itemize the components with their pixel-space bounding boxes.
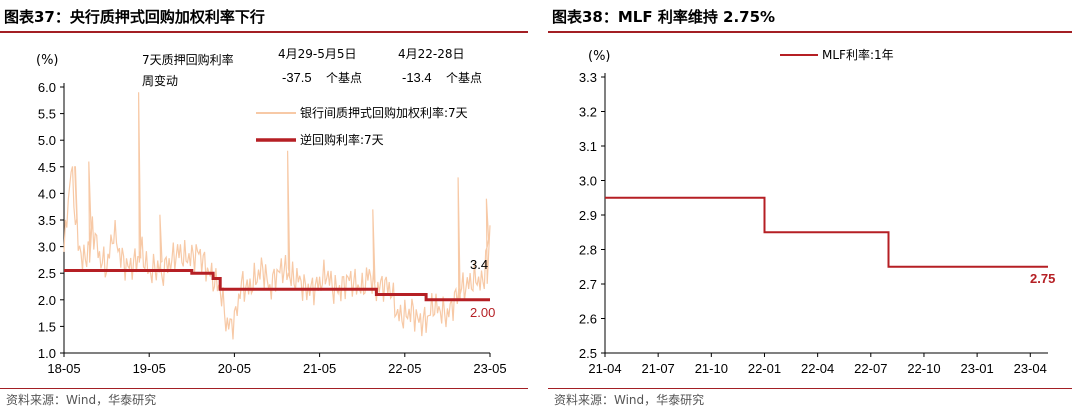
y-tick-label: 3.5 <box>38 213 56 228</box>
y-tick-label: 4.0 <box>38 186 56 201</box>
chart-title-text-left: 央行质押式回购加权利率下行 <box>69 8 265 26</box>
source-left: 资料来源：Wind，华泰研究 <box>6 393 157 407</box>
series-mlf-1y <box>605 196 1048 268</box>
x-tick-label: 23-04 <box>1014 361 1047 376</box>
info-label-line2: 周变动 <box>142 73 178 88</box>
y-axis-unit: (%) <box>36 53 59 68</box>
y-tick-label: 3.3 <box>579 70 597 85</box>
series-reverse-repo-7d <box>64 269 490 302</box>
chart-title-left: 图表37：央行质押式回购加权利率下行 <box>4 6 265 27</box>
y-tick-label: 4.5 <box>38 160 56 175</box>
chart-left-svg: (%) 1.0 1.5 2.0 2.5 3.0 3.5 4.0 4.5 5.0 5.5 6.0 18-0… <box>36 47 507 376</box>
legend-label-interbank: 银行间质押式回购加权利率:7天 <box>300 105 468 120</box>
x-tick-label: 21-10 <box>695 361 728 376</box>
legend-label-mlf: MLF利率:1年 <box>822 47 894 62</box>
x-tick-label: 22-04 <box>801 361 834 376</box>
info-period-1: 4月29-5月5日 <box>278 47 357 61</box>
y-tick-label: 1.0 <box>38 346 56 361</box>
x-tick-label: 21-04 <box>588 361 621 376</box>
y-tick-label: 2.6 <box>579 312 597 327</box>
y-tick-label: 3.2 <box>579 105 597 120</box>
bottom-rule-right <box>548 388 1072 389</box>
y-tick-label: 2.5 <box>579 346 597 361</box>
chart-title-text-right: MLF 利率维持 2.75% <box>617 8 776 26</box>
y-tick-label: 2.5 <box>38 266 56 281</box>
info-period-2: 4月22-28日 <box>398 47 465 61</box>
x-tick-label: 21-05 <box>303 361 336 376</box>
chart-panel-left: 图表37：央行质押式回购加权利率下行 (%) 1.0 1.5 2.0 2.5 3.0 3.5… <box>0 0 528 416</box>
end-label-mlf: 2.75 <box>1030 271 1055 286</box>
y-tick-label: 6.0 <box>38 80 56 95</box>
info-value-2: -13.4 <box>402 70 432 85</box>
y-tick-label: 2.8 <box>579 243 597 258</box>
x-tick-label: 22-01 <box>748 361 781 376</box>
title-rule-right <box>548 31 1072 33</box>
source-right: 资料来源：Wind，华泰研究 <box>554 393 705 407</box>
legend-label-reverse-repo: 逆回购利率:7天 <box>300 132 384 147</box>
x-tick-label: 22-05 <box>388 361 421 376</box>
x-tick-label: 22-07 <box>854 361 887 376</box>
x-tick-label: 23-01 <box>960 361 993 376</box>
y-tick-label: 1.5 <box>38 319 56 334</box>
chart-right-svg: (%) 2.5 2.6 2.7 2.8 2.9 3.0 3.1 3.2 3.3 21-04 21-07… <box>579 47 1055 376</box>
info-value-1: -37.5 <box>282 70 312 85</box>
title-rule-left <box>0 31 528 33</box>
end-label-reverse-repo: 2.00 <box>470 305 495 320</box>
y-tick-label: 3.0 <box>38 240 56 255</box>
figure-label-right: 图表38： <box>552 8 618 26</box>
y-tick-label: 2.7 <box>579 277 597 292</box>
x-tick-label: 22-10 <box>907 361 940 376</box>
y-tick-label: 5.5 <box>38 107 56 122</box>
bottom-rule-left <box>0 388 528 389</box>
x-tick-label: 19-05 <box>133 361 166 376</box>
x-tick-label: 18-05 <box>47 361 80 376</box>
x-tick-label: 23-05 <box>473 361 506 376</box>
end-label-interbank: 3.4 <box>470 257 488 272</box>
x-tick-label: 20-05 <box>218 361 251 376</box>
chart-panel-right: 图表38：MLF 利率维持 2.75% (%) 2.5 2.6 2.7 2.8 2.9 3.… <box>548 0 1080 416</box>
info-unit-1: 个基点 <box>326 71 362 85</box>
y-tick-label: 2.9 <box>579 208 597 223</box>
info-label-line1: 7天质押回购利率 <box>142 52 234 67</box>
y-tick-label: 3.0 <box>579 174 597 189</box>
y-axis-unit: (%) <box>588 49 611 64</box>
info-unit-2: 个基点 <box>446 71 482 85</box>
figure-label-left: 图表37： <box>4 8 70 26</box>
series-interbank-repo-7d <box>63 92 491 340</box>
x-tick-label: 21-07 <box>642 361 675 376</box>
y-tick-label: 3.1 <box>579 139 597 154</box>
y-tick-label: 5.0 <box>38 133 56 148</box>
chart-title-right: 图表38：MLF 利率维持 2.75% <box>552 6 775 27</box>
y-tick-label: 2.0 <box>38 293 56 308</box>
